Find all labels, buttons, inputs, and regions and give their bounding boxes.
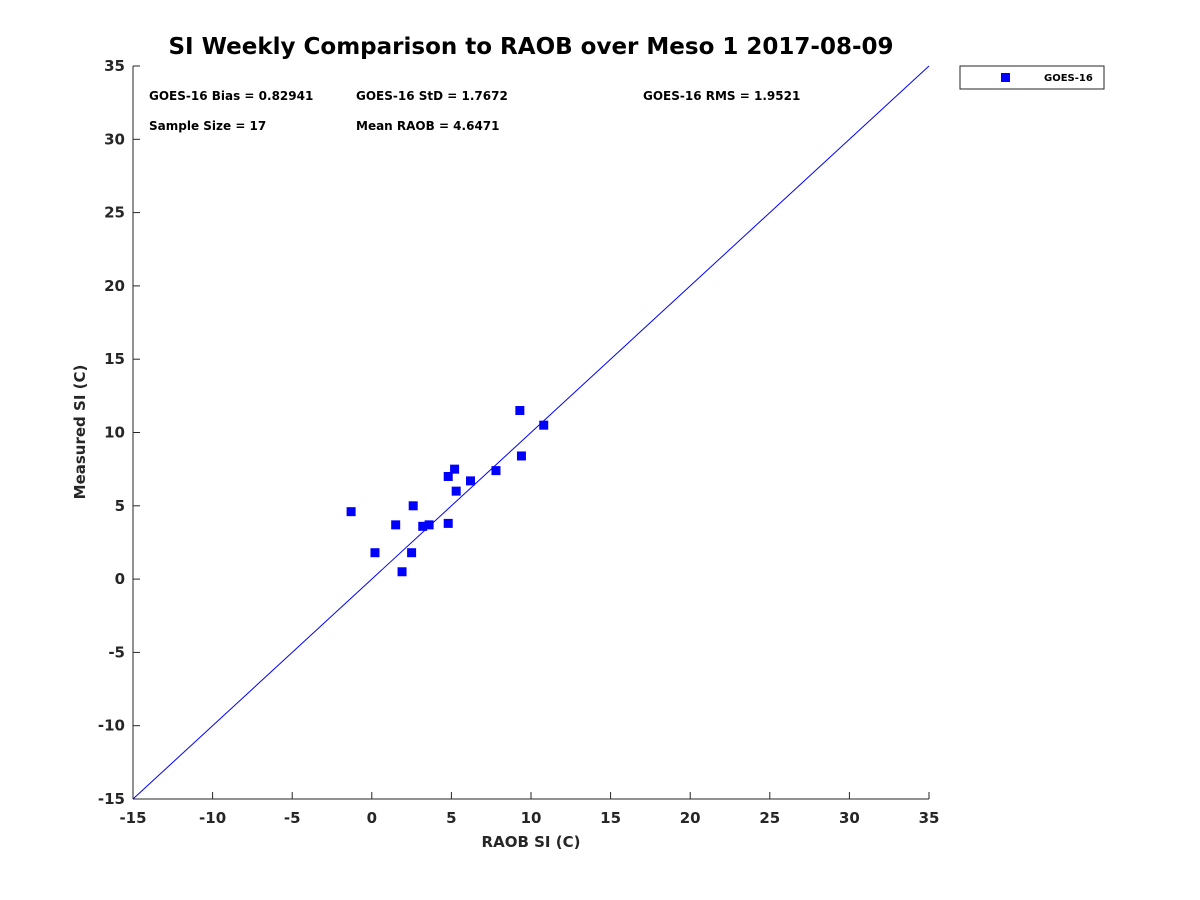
data-point [418, 521, 428, 531]
y-tick-label: 5 [115, 497, 125, 515]
data-point [370, 548, 380, 558]
y-tick-label: 35 [104, 57, 125, 75]
x-tick-label: -15 [119, 809, 146, 827]
data-point [443, 518, 453, 528]
y-tick-label: -15 [98, 790, 125, 808]
x-tick-label: 25 [759, 809, 780, 827]
data-point [397, 567, 407, 577]
data-point [466, 476, 476, 486]
x-tick-label: 10 [521, 809, 542, 827]
y-tick-label: 25 [104, 204, 125, 222]
std-annotation: GOES-16 StD = 1.7672 [356, 89, 508, 103]
data-points [346, 406, 549, 577]
x-tick-label: 5 [446, 809, 456, 827]
one-to-one-line [132, 65, 930, 800]
data-point [346, 507, 356, 517]
data-point [491, 466, 501, 476]
rms-annotation: GOES-16 RMS = 1.9521 [643, 89, 800, 103]
data-point [424, 520, 434, 530]
y-tick-label: 15 [104, 350, 125, 368]
x-tick-label: -5 [284, 809, 301, 827]
mean-raob-annotation: Mean RAOB = 4.6471 [356, 119, 500, 133]
x-tick-label: 20 [680, 809, 701, 827]
legend-box [959, 65, 1105, 90]
chart-title: SI Weekly Comparison to RAOB over Meso 1… [168, 34, 893, 60]
y-tick-label: -10 [98, 717, 125, 735]
data-point [408, 501, 418, 511]
x-tick-label: 0 [367, 809, 377, 827]
data-point [515, 406, 525, 416]
x-tick-label: 35 [919, 809, 940, 827]
data-point [450, 464, 460, 474]
y-tick-label: -5 [108, 643, 125, 661]
y-tick-label: 20 [104, 277, 125, 295]
x-ticks: -15 -10 -5 0 5 10 15 20 25 30 35 [119, 792, 939, 827]
data-point [391, 520, 401, 530]
legend-marker-square [1001, 73, 1010, 82]
y-tick-label: 0 [115, 570, 125, 588]
data-point [539, 420, 549, 430]
data-point [407, 548, 417, 558]
data-point [443, 471, 453, 481]
y-ticks: -15 -10 -5 0 5 10 15 20 25 30 35 [98, 57, 140, 808]
data-point [516, 451, 526, 461]
x-tick-label: -10 [199, 809, 226, 827]
y-tick-label: 30 [104, 130, 125, 148]
legend-entry-goes16: GOES-16 [1044, 73, 1093, 84]
y-tick-label: 10 [104, 424, 125, 442]
sample-size-annotation: Sample Size = 17 [149, 119, 266, 133]
data-point [451, 486, 461, 496]
x-axis-label: RAOB SI (C) [482, 833, 581, 851]
legend: GOES-16 [959, 65, 1105, 90]
x-tick-label: 30 [839, 809, 860, 827]
x-tick-label: 15 [600, 809, 621, 827]
bias-annotation: GOES-16 Bias = 0.82941 [149, 89, 313, 103]
y-axis-label: Measured SI (C) [71, 365, 89, 500]
